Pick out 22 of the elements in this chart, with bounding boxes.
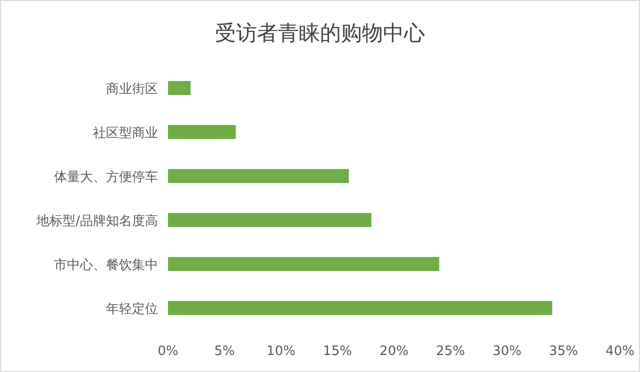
y-tick-label: 年轻定位 (106, 302, 158, 317)
y-tick-label: 体量大、方便停车 (54, 169, 158, 185)
x-tick-label: 35% (549, 344, 578, 359)
y-tick-label: 商业街区 (106, 82, 158, 97)
y-tick-label: 市中心、餐饮集中 (54, 257, 158, 273)
bar (168, 125, 236, 139)
x-tick-label: 0% (158, 344, 178, 359)
bar (168, 213, 372, 227)
x-tick-label: 30% (492, 344, 522, 359)
y-tick-label: 社区型商业 (93, 126, 158, 141)
x-tick-label: 40% (606, 344, 634, 359)
x-tick-label: 10% (266, 344, 296, 359)
bar (168, 257, 440, 271)
x-tick-label: 25% (436, 344, 465, 359)
bar (168, 81, 191, 95)
x-tick-label: 15% (323, 344, 352, 359)
bar (168, 169, 349, 183)
chart-title: 受访者青睐的购物中心 (215, 21, 425, 45)
bar (168, 301, 552, 315)
y-tick-label: 地标型/品牌知名度高 (36, 213, 158, 229)
x-tick-label: 20% (380, 344, 408, 359)
x-tick-label: 5% (214, 344, 235, 359)
